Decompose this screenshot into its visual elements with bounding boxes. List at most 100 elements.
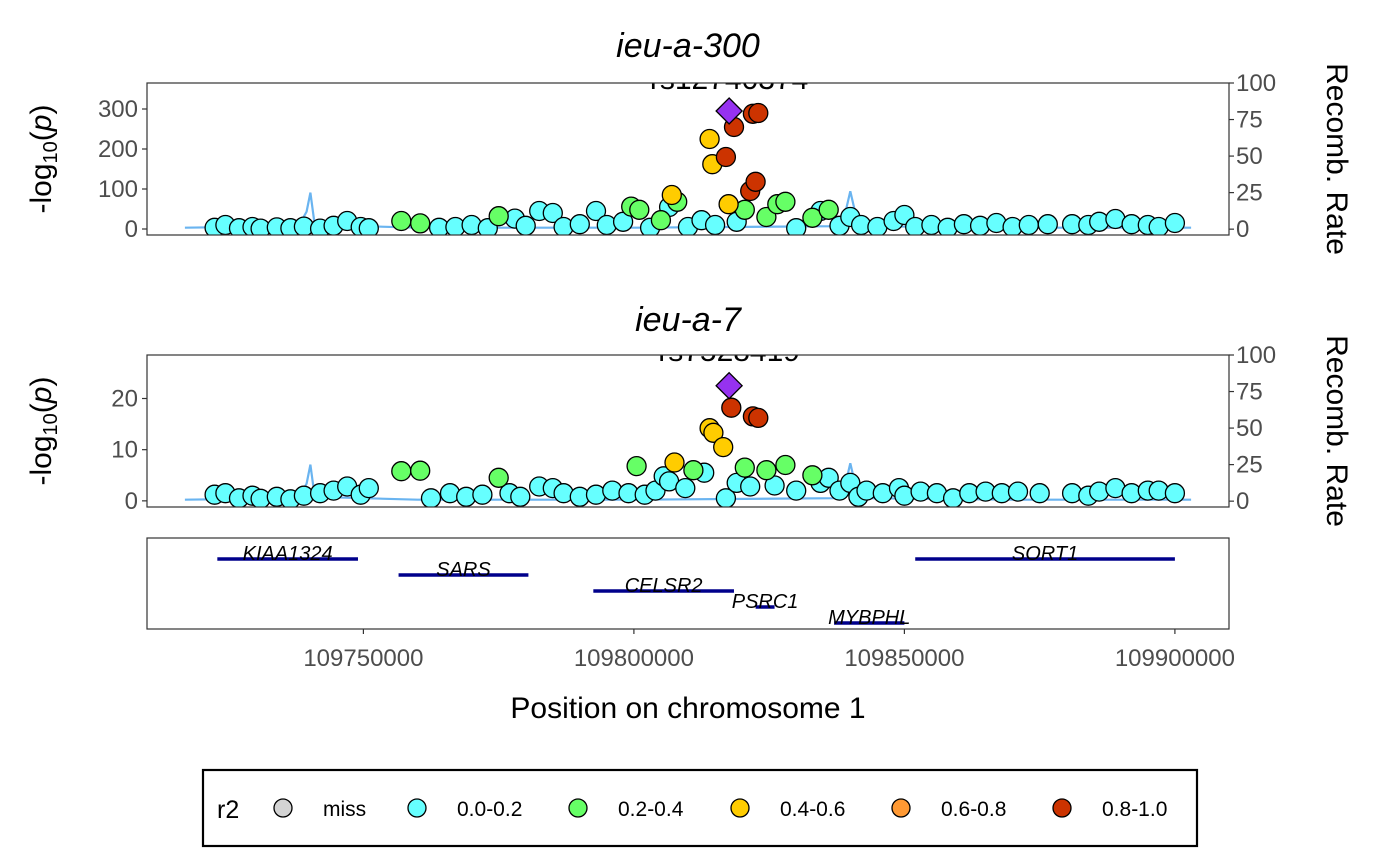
y2-axis-title: Recomb. Rate (1320, 335, 1353, 527)
y-axis-title-tail: (p) (25, 105, 58, 142)
snp-point (515, 215, 536, 235)
snp-point (629, 199, 650, 220)
panel-border (146, 354, 1230, 508)
panel-title: ieu-a-7 (635, 301, 742, 339)
legend-key (891, 798, 911, 818)
legend-box (201, 768, 1199, 848)
legend-label: 0.6-0.8 (941, 798, 1006, 821)
snp-point (1018, 214, 1039, 235)
gene-label: MYBPHL (828, 607, 910, 629)
snp-point (1164, 483, 1186, 504)
snp-point (661, 184, 682, 206)
y-axis-title-sub: 10 (40, 141, 62, 163)
snp-point (713, 436, 734, 458)
legend-label: 0.0-0.2 (457, 798, 522, 821)
snp-point (802, 207, 823, 228)
snp-point (740, 476, 761, 497)
y-axis-title: -log10(p) (25, 377, 62, 486)
legend-label: 0.8-1.0 (1102, 798, 1167, 821)
legend-label: 0.4-0.6 (780, 798, 845, 821)
legend-label: miss (323, 798, 366, 821)
panel-title: ieu-a-300 (616, 27, 760, 65)
x-tick-label: 109750000 (303, 645, 423, 672)
y-axis-title-sub: 10 (40, 413, 62, 435)
snp-point (1037, 214, 1058, 235)
snp-point (358, 218, 379, 235)
y2-tick-label: 50 (1236, 415, 1263, 442)
y-axis-title-tail: (p) (25, 377, 58, 414)
gene-track-border (146, 537, 1230, 630)
legend-item: 0.4-0.6 (730, 798, 845, 821)
y-axis-title-p: p (25, 387, 58, 405)
y2-axis-title: Recomb. Rate (1320, 63, 1353, 255)
snp-point (683, 460, 704, 481)
gene-label: SARS (436, 559, 491, 581)
lead-snp-diamond (715, 371, 744, 400)
y-axis-title-paren-open: ( (25, 403, 58, 413)
legend-item: miss (273, 798, 366, 821)
snp-point (472, 484, 493, 505)
snp-point (585, 200, 607, 222)
legend-label: 0.2-0.4 (618, 798, 684, 821)
y-axis-title-main: -log (25, 435, 58, 485)
x-axis: 109750000 109800000 109850000 109900000 Posi… (303, 629, 1235, 725)
gene-track: KIAA1324 SARS CELSR2 PSRC1 MYBPHL SORT1 (146, 537, 1230, 630)
y-axis-title: -log10(p) (25, 105, 62, 214)
panel-border (146, 82, 1230, 236)
legend-item: 0.6-0.8 (891, 798, 1006, 821)
y2-tick-label: 75 (1236, 379, 1263, 406)
y-tick-label: 100 (98, 176, 138, 203)
snp-point (699, 128, 720, 150)
lead-snp-label: rs12740374 (650, 63, 808, 96)
y-axis-title-paren-close: ) (25, 377, 58, 387)
y2-tick-label: 0 (1236, 216, 1249, 243)
x-axis-title: Position on chromosome 1 (510, 692, 865, 725)
snp-point (704, 214, 726, 235)
snp-points (204, 102, 1186, 235)
legend-title: r2 (217, 796, 239, 824)
legend-item: 0.2-0.4 (568, 798, 684, 821)
legend-key (730, 798, 750, 818)
legend-key (273, 798, 293, 818)
snp-point (391, 210, 412, 232)
snp-point (715, 488, 737, 507)
snp-point (756, 460, 777, 481)
snp-point (488, 206, 509, 227)
snp-point (410, 460, 431, 481)
snp-point (410, 213, 431, 234)
snp-point (488, 467, 509, 488)
snp-point (802, 465, 823, 486)
legend-key (1052, 798, 1072, 818)
gene-label: SORT1 (1012, 543, 1078, 565)
y2-tick-label: 0 (1236, 488, 1249, 515)
y2-tick-label: 50 (1236, 143, 1263, 170)
y-tick-label: 10 (111, 437, 138, 464)
gene-label: CELSR2 (625, 575, 703, 597)
snp-point (715, 146, 737, 168)
x-tick-label: 109900000 (1115, 645, 1235, 672)
y-axis-title-paren-close: ) (25, 105, 58, 115)
gene-label: KIAA1324 (243, 543, 333, 565)
snp-point (748, 102, 769, 124)
lead-snp-diamond (715, 97, 744, 125)
legend: r2 miss 0.0-0.2 0.2-0.4 0.4-0.6 0.6-0.8 0.8-1.… (201, 768, 1199, 848)
snp-point (664, 452, 685, 473)
legend-item: 0.0-0.2 (407, 798, 522, 821)
gene-label: PSRC1 (732, 591, 799, 613)
snp-point (358, 477, 379, 499)
panels-layer: ieu-a-300rs1274037401002003000255075100-… (25, 27, 1353, 527)
snp-point (718, 194, 739, 215)
y-tick-label: 0 (125, 488, 138, 515)
x-tick-label: 109800000 (574, 645, 694, 672)
snp-point (1029, 483, 1050, 504)
y-axis-title-paren-open: ( (25, 131, 58, 141)
snp-point (675, 477, 696, 499)
snp-point (596, 214, 617, 235)
panel-ieu-a-7: ieu-a-7rs7528419010200255075100-log10(p)… (25, 301, 1353, 527)
y2-tick-label: 75 (1236, 107, 1263, 134)
y-tick-label: 0 (125, 216, 138, 243)
snp-point (786, 480, 807, 501)
y-tick-label: 300 (98, 96, 138, 123)
